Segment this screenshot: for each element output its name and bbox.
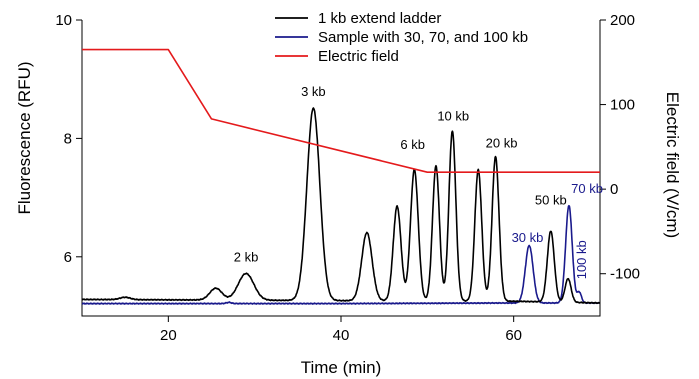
y-tick-label: 8: [64, 130, 72, 147]
y2-tick-label: 200: [610, 12, 635, 29]
legend-label: Electric field: [318, 48, 399, 65]
y-tick-label: 10: [55, 12, 72, 29]
plot-area: [82, 48, 600, 305]
y2-tick-label: -100: [610, 266, 640, 283]
x-tick-label: 60: [505, 327, 522, 344]
y-axis-title: Fluorescence (RFU): [15, 61, 34, 214]
legend-label: Sample with 30, 70, and 100 kb: [318, 29, 528, 46]
peak-label: 100 kb: [574, 240, 589, 279]
peak-label: 30 kb: [512, 230, 544, 245]
ladder-trace: [82, 107, 600, 305]
peak-label: 6 kb: [400, 137, 425, 152]
peak-label: 3 kb: [301, 84, 326, 99]
x-tick-label: 40: [333, 327, 350, 344]
peak-annotations: 2 kb 3 kb 6 kb 10 kb 20 kb 50 kb 30 kb 70 kb 100…: [234, 84, 603, 280]
y2-tick-label: 0: [610, 181, 618, 198]
electric-field-line: [82, 48, 600, 173]
legend-label: 1 kb extend ladder: [318, 10, 441, 27]
y-tick-label: 6: [64, 249, 72, 266]
x-axis-title: Time (min): [301, 358, 382, 377]
peak-label: 10 kb: [437, 109, 469, 124]
peak-label: 20 kb: [486, 135, 518, 150]
y2-tick-label: 100: [610, 97, 635, 114]
legend: 1 kb extend ladder Sample with 30, 70, an…: [275, 10, 528, 65]
peak-label: 2 kb: [234, 250, 259, 265]
peak-label: 70 kb: [571, 181, 603, 196]
x-tick-label: 20: [160, 327, 177, 344]
y2-axis-title: Electric field (V/cm): [663, 92, 682, 238]
sample-trace: [82, 204, 600, 305]
peak-label: 50 kb: [535, 193, 567, 208]
axes: 20 40 60 6 8 10 -100 0 100 200: [55, 12, 640, 344]
